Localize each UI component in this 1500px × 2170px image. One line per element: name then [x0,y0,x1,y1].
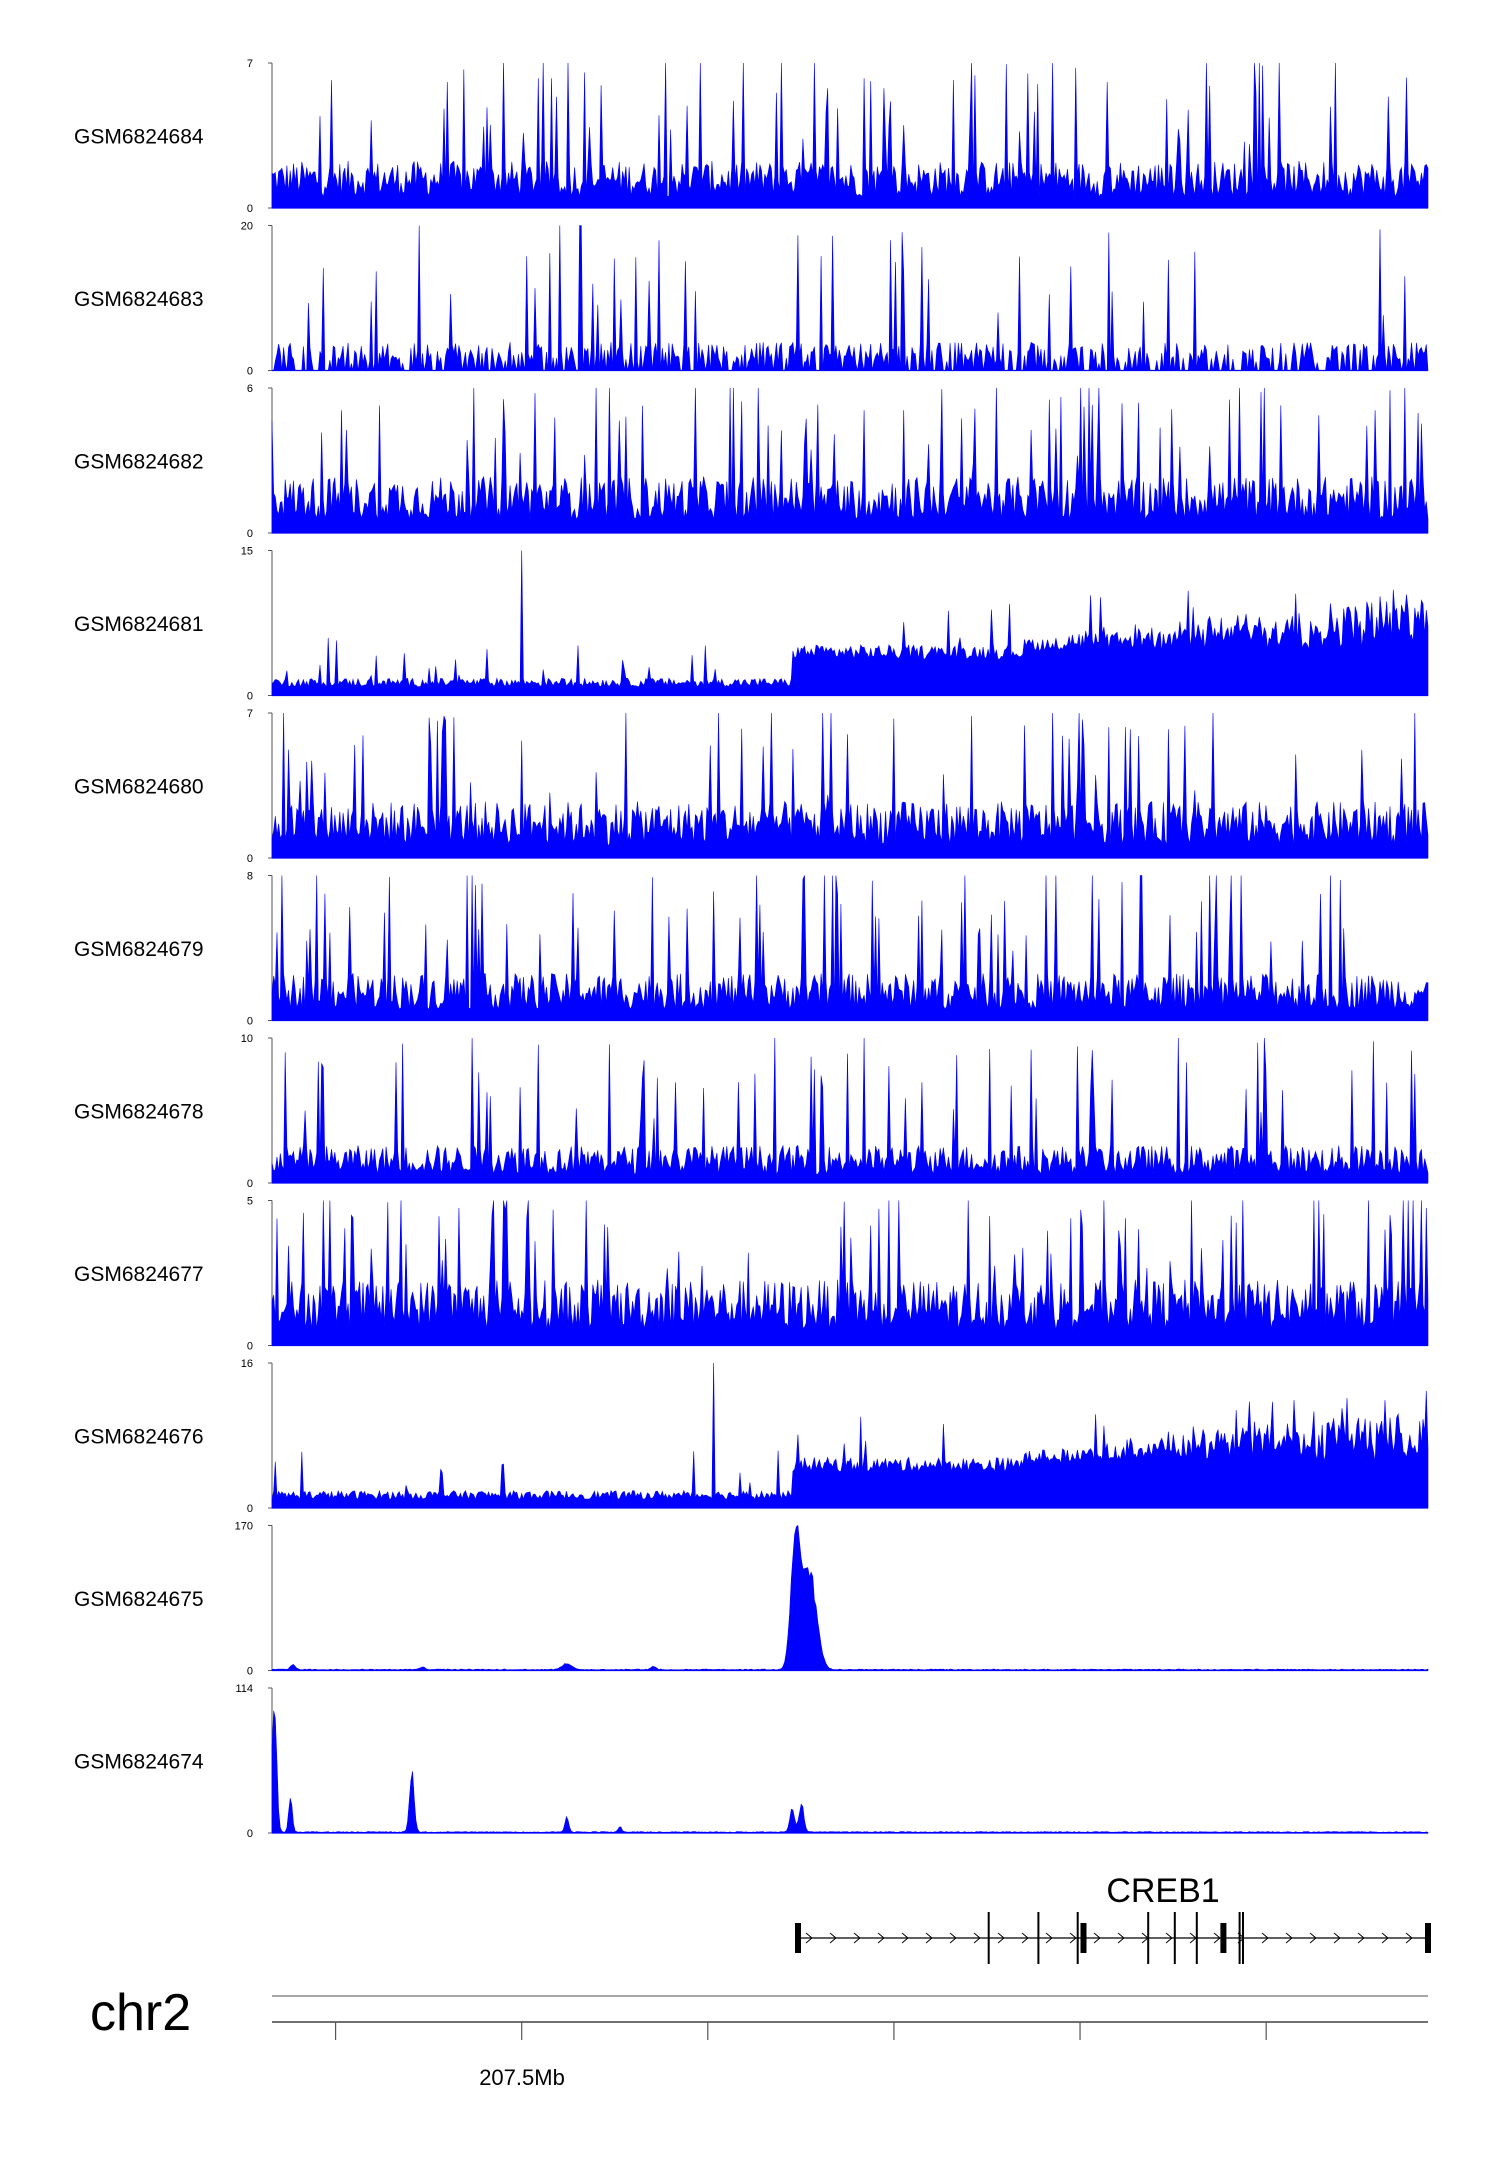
strand-arrow [1069,1932,1077,1944]
strand-arrow [1117,1932,1125,1944]
gene-label-creb1: CREB1 [1106,1872,1219,1910]
strand-arrow [1045,1932,1053,1944]
y-min-label: 0 [247,1016,253,1028]
strand-arrow [877,1932,885,1944]
track-label: GSM6824681 [74,613,204,636]
track-GSM6824675: GSM6824675 170 0 [74,1521,1429,1678]
track-label: GSM6824677 [74,1263,204,1286]
track-GSM6824676: GSM6824676 16 0 [74,1358,1429,1515]
track-GSM6824677: GSM6824677 5 0 [74,1196,1429,1353]
gene-model [795,1912,1431,1964]
axis-tick-label: 207.5Mb [479,2065,565,2090]
signal-area [272,225,1429,371]
track-label: GSM6824678 [74,1101,204,1124]
strand-arrow [949,1932,957,1944]
track-GSM6824678: GSM6824678 10 0 [74,1033,1429,1190]
strand-arrow [1357,1932,1365,1944]
track-GSM6824674: GSM6824674 114 0 [74,1683,1429,1840]
gene-track: CREB1 [795,1872,1431,1964]
chromosome-axis: chr2 207.5Mb [90,1984,1428,2090]
y-max-label: 170 [235,1521,253,1533]
strand-arrow [1309,1932,1317,1944]
strand-arrow [1285,1932,1293,1944]
track-label: GSM6824684 [74,126,204,149]
y-max-label: 20 [241,221,253,233]
strand-arrow [925,1932,933,1944]
y-min-label: 0 [247,691,253,703]
strand-arrow [1021,1932,1029,1944]
exon [1173,1912,1176,1964]
y-min-label: 0 [247,853,253,865]
y-min-label: 0 [247,203,253,215]
track-label: GSM6824680 [74,776,204,799]
exon [1425,1923,1431,1953]
y-max-label: 16 [241,1358,253,1370]
y-min-label: 0 [247,366,253,378]
signal-area [271,1710,1429,1834]
exon [795,1923,801,1953]
track-label: GSM6824676 [74,1426,204,1449]
signal-area [271,62,1429,209]
y-min-label: 0 [247,528,253,540]
exon [1147,1912,1150,1964]
strand-arrow [1333,1932,1341,1944]
strand-arrow [1213,1932,1221,1944]
y-max-label: 15 [241,546,253,558]
y-max-label: 8 [247,871,253,883]
track-GSM6824681: GSM6824681 15 0 [74,546,1429,703]
exon [1238,1912,1241,1964]
track-label: GSM6824675 [74,1588,204,1611]
track-label: GSM6824683 [74,288,204,311]
strand-arrow [901,1932,909,1944]
exon [1037,1912,1040,1964]
y-max-label: 7 [247,708,253,720]
y-min-label: 0 [247,1828,253,1840]
signal-area [271,1524,1429,1671]
track-GSM6824682: GSM6824682 6 0 [74,383,1429,540]
y-min-label: 0 [247,1503,253,1515]
track-GSM6824683: GSM6824683 20 0 [74,221,1429,378]
strand-arrow [1093,1932,1101,1944]
strand-arrow [997,1932,1005,1944]
strand-arrow [805,1932,813,1944]
y-max-label: 114 [235,1683,253,1695]
signal-area [271,1200,1429,1346]
strand-arrow [829,1932,837,1944]
y-min-label: 0 [247,1666,253,1678]
signal-area [271,387,1429,534]
strand-arrow [1165,1932,1173,1944]
y-max-label: 5 [247,1196,253,1208]
track-label: GSM6824674 [74,1751,204,1774]
exon [1076,1912,1079,1964]
signal-tracks: GSM682468470GSM6824683200GSM682468260GSM… [74,58,1429,1840]
strand-arrow [1261,1932,1269,1944]
strand-arrow [853,1932,861,1944]
exon [1220,1923,1227,1953]
chromosome-label: chr2 [90,1984,191,2042]
track-label: GSM6824682 [74,451,204,474]
signal-area [271,550,1429,696]
exon [987,1912,990,1964]
track-GSM6824679: GSM6824679 8 0 [74,871,1429,1028]
strand-arrow [973,1932,981,1944]
exon [1242,1912,1244,1964]
strand-arrow [1405,1932,1413,1944]
axis-ticks [334,2022,1267,2040]
y-min-label: 0 [247,1341,253,1353]
exon [1195,1912,1198,1964]
strand-arrow [1381,1932,1389,1944]
track-GSM6824684: GSM6824684 7 0 [74,58,1429,215]
track-label: GSM6824679 [74,938,204,961]
signal-area [271,1037,1429,1184]
track-GSM6824680: GSM6824680 7 0 [74,708,1429,865]
signal-area [271,1362,1429,1509]
signal-area [271,875,1429,1021]
y-max-label: 10 [241,1033,253,1045]
exon [1080,1923,1087,1953]
signal-area [271,712,1429,859]
y-min-label: 0 [247,1178,253,1190]
y-max-label: 7 [247,58,253,70]
y-max-label: 6 [247,383,253,395]
